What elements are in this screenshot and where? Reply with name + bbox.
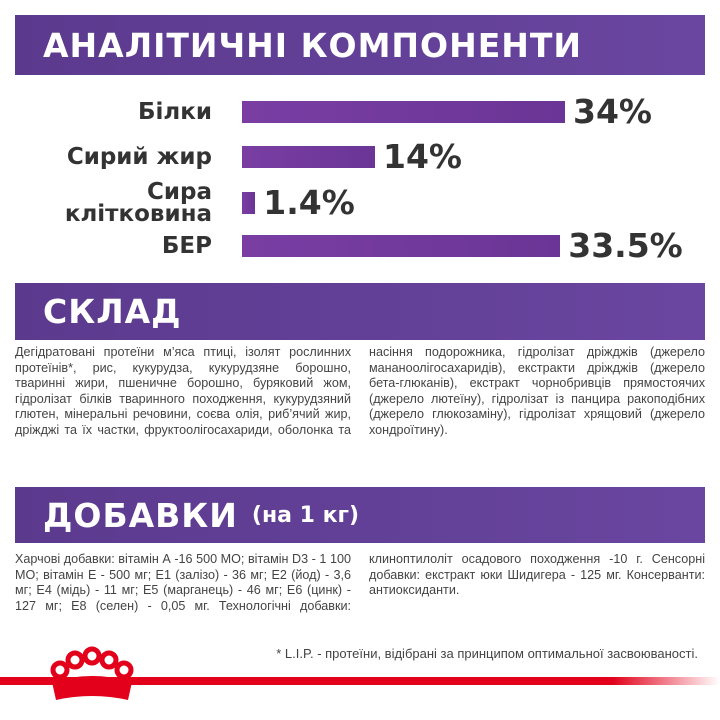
category-label: Білки: [138, 99, 212, 125]
value-label: 33.5%: [568, 226, 683, 265]
bar: [242, 146, 375, 168]
value-label: 14%: [383, 137, 462, 176]
bar: [242, 101, 565, 123]
composition-band: СКЛАД: [15, 283, 705, 340]
category-label: БЕР: [161, 233, 212, 259]
crown: [50, 646, 134, 680]
header-band: АНАЛІТИЧНІ КОМПОНЕНТИ: [15, 15, 705, 75]
additives-text: Харчові добавки: вітамін А -16 500 МО; в…: [15, 552, 705, 613]
bar: [242, 235, 561, 257]
footnote: * L.I.P. - протеїни, відібрані за принци…: [276, 646, 698, 661]
logo: [0, 646, 720, 700]
red-line: [0, 677, 720, 685]
category-label: Сирий жир: [66, 144, 212, 170]
additives-subtitle: (на 1 кг): [251, 502, 360, 528]
composition-title: СКЛАД: [43, 292, 182, 331]
category-label: Сира клітковина: [64, 179, 212, 227]
crown-base: [52, 676, 132, 700]
header-title: АНАЛІТИЧНІ КОМПОНЕНТИ: [43, 25, 583, 65]
additives-band: ДОБАВКИ (на 1 кг): [15, 487, 705, 543]
additives-title: ДОБАВКИ: [43, 495, 238, 535]
bar: [242, 192, 256, 214]
value-label: 34%: [573, 92, 652, 131]
composition-text: Дегідратовані протеїни м’яса птиці, ізол…: [15, 345, 705, 437]
value-label: 1.4%: [263, 183, 355, 222]
